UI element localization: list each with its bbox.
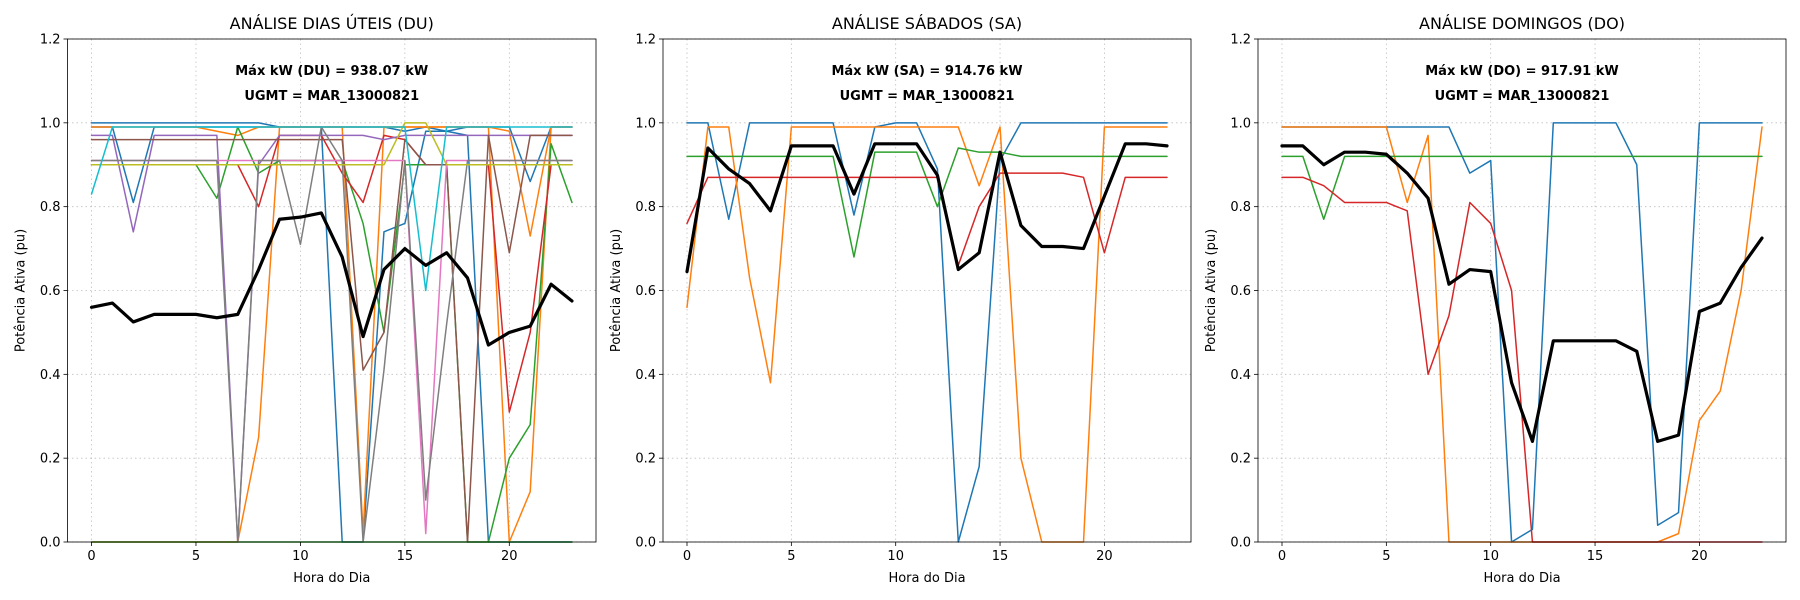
y-tick-label: 0.6 [1230,284,1251,299]
plot-frame [67,38,597,543]
series-line-2 [686,126,1168,543]
y-axis-label: Potência Ativa (pu) [14,229,29,352]
x-tick-label: 20 [501,549,518,564]
y-tick-label: 0.8 [40,200,61,215]
y-tick-label: 0.4 [1230,368,1251,383]
annotation-line-1: Máx kW (SA) = 914.76 kW [831,64,1022,79]
y-tick-label: 1.2 [1230,33,1251,48]
chart-panel-1: 0 5 10 15 20 0.0 0.2 0.4 0.6 0.8 1.0 1.2 ANÁLISE DIA… [14,14,597,586]
y-tick-label: 0.6 [635,284,656,299]
x-tick-label: 5 [192,549,200,564]
mean-series-line [685,142,1169,274]
x-axis-label: Hora do Dia [1483,571,1560,586]
x-tick-label: 10 [292,549,309,564]
chart-title: ANÁLISE DIAS ÚTEIS (DU) [230,14,434,33]
y-tick-label: 1.0 [40,116,61,131]
y-tick-label: 0.0 [1230,536,1251,551]
chart-panel-2: 0 5 10 15 20 0.0 0.2 0.4 0.6 0.8 1.0 1.2 ANÁLISE SÁB… [609,14,1192,586]
chart-title: ANÁLISE DOMINGOS (DO) [1419,14,1625,33]
annotation-line-2: UGMT = MAR_13000821 [1435,89,1610,104]
series-line-13 [90,126,573,292]
series-line-4 [686,172,1168,267]
series-line-9 [90,134,573,543]
y-tick-label: 0.2 [1230,452,1251,467]
series-line-1 [1281,122,1763,543]
plot-frame [1257,38,1787,543]
y-tick-label: 0.8 [635,200,656,215]
x-tick-label: 10 [887,549,904,564]
chart-panel-3: 0 5 10 15 20 0.0 0.2 0.4 0.6 0.8 1.0 1.2 ANÁLISE DOM… [1204,14,1787,586]
series-line-8 [90,134,573,543]
y-tick-label: 0.2 [635,452,656,467]
x-tick-label: 15 [397,549,414,564]
series-group [89,122,574,543]
x-tick-label: 10 [1482,549,1499,564]
y-tick-label: 1.0 [635,116,656,131]
y-tick-label: 0.2 [40,452,61,467]
x-tick-label: 0 [87,549,95,564]
series-line-2 [1281,126,1763,543]
series-group [1280,122,1764,543]
y-tick-label: 0.4 [40,368,61,383]
annotation-line-2: UGMT = MAR_13000821 [840,89,1015,104]
y-tick-label: 0.6 [40,284,61,299]
x-tick-label: 5 [787,549,795,564]
series-group [685,122,1169,543]
annotation-line-1: Máx kW (DU) = 938.07 kW [235,64,428,79]
chart-title: ANÁLISE SÁBADOS (SA) [832,14,1022,33]
y-tick-label: 0.0 [635,536,656,551]
y-tick-label: 0.0 [40,536,61,551]
series-line-1 [686,122,1168,543]
series-line-7 [90,134,573,413]
plot-frame [662,38,1192,543]
mean-series-line [1280,144,1764,443]
series-line-1 [90,122,573,543]
series-line-3 [1281,155,1763,220]
annotation-line-1: Máx kW (DO) = 917.91 kW [1425,64,1618,79]
x-tick-label: 0 [1278,549,1286,564]
y-tick-label: 1.2 [635,33,656,48]
x-axis-label: Hora do Dia [888,571,965,586]
x-tick-label: 15 [992,549,1009,564]
y-axis-label: Potência Ativa (pu) [609,229,624,352]
x-tick-label: 15 [1587,549,1604,564]
y-axis-label: Potência Ativa (pu) [1204,229,1219,352]
y-tick-label: 1.2 [40,33,61,48]
y-tick-label: 0.8 [1230,200,1251,215]
y-tick-label: 1.0 [1230,116,1251,131]
y-tick-label: 0.4 [635,368,656,383]
x-tick-label: 20 [1691,549,1708,564]
x-tick-label: 5 [1382,549,1390,564]
series-line-3 [686,147,1168,258]
annotation-line-2: UGMT = MAR_13000821 [244,89,419,104]
series-line-11 [90,126,573,543]
x-axis-label: Hora do Dia [293,571,370,586]
series-line-12 [90,122,573,166]
x-tick-label: 20 [1096,549,1113,564]
x-tick-label: 0 [683,549,691,564]
mean-series-line [89,211,574,347]
